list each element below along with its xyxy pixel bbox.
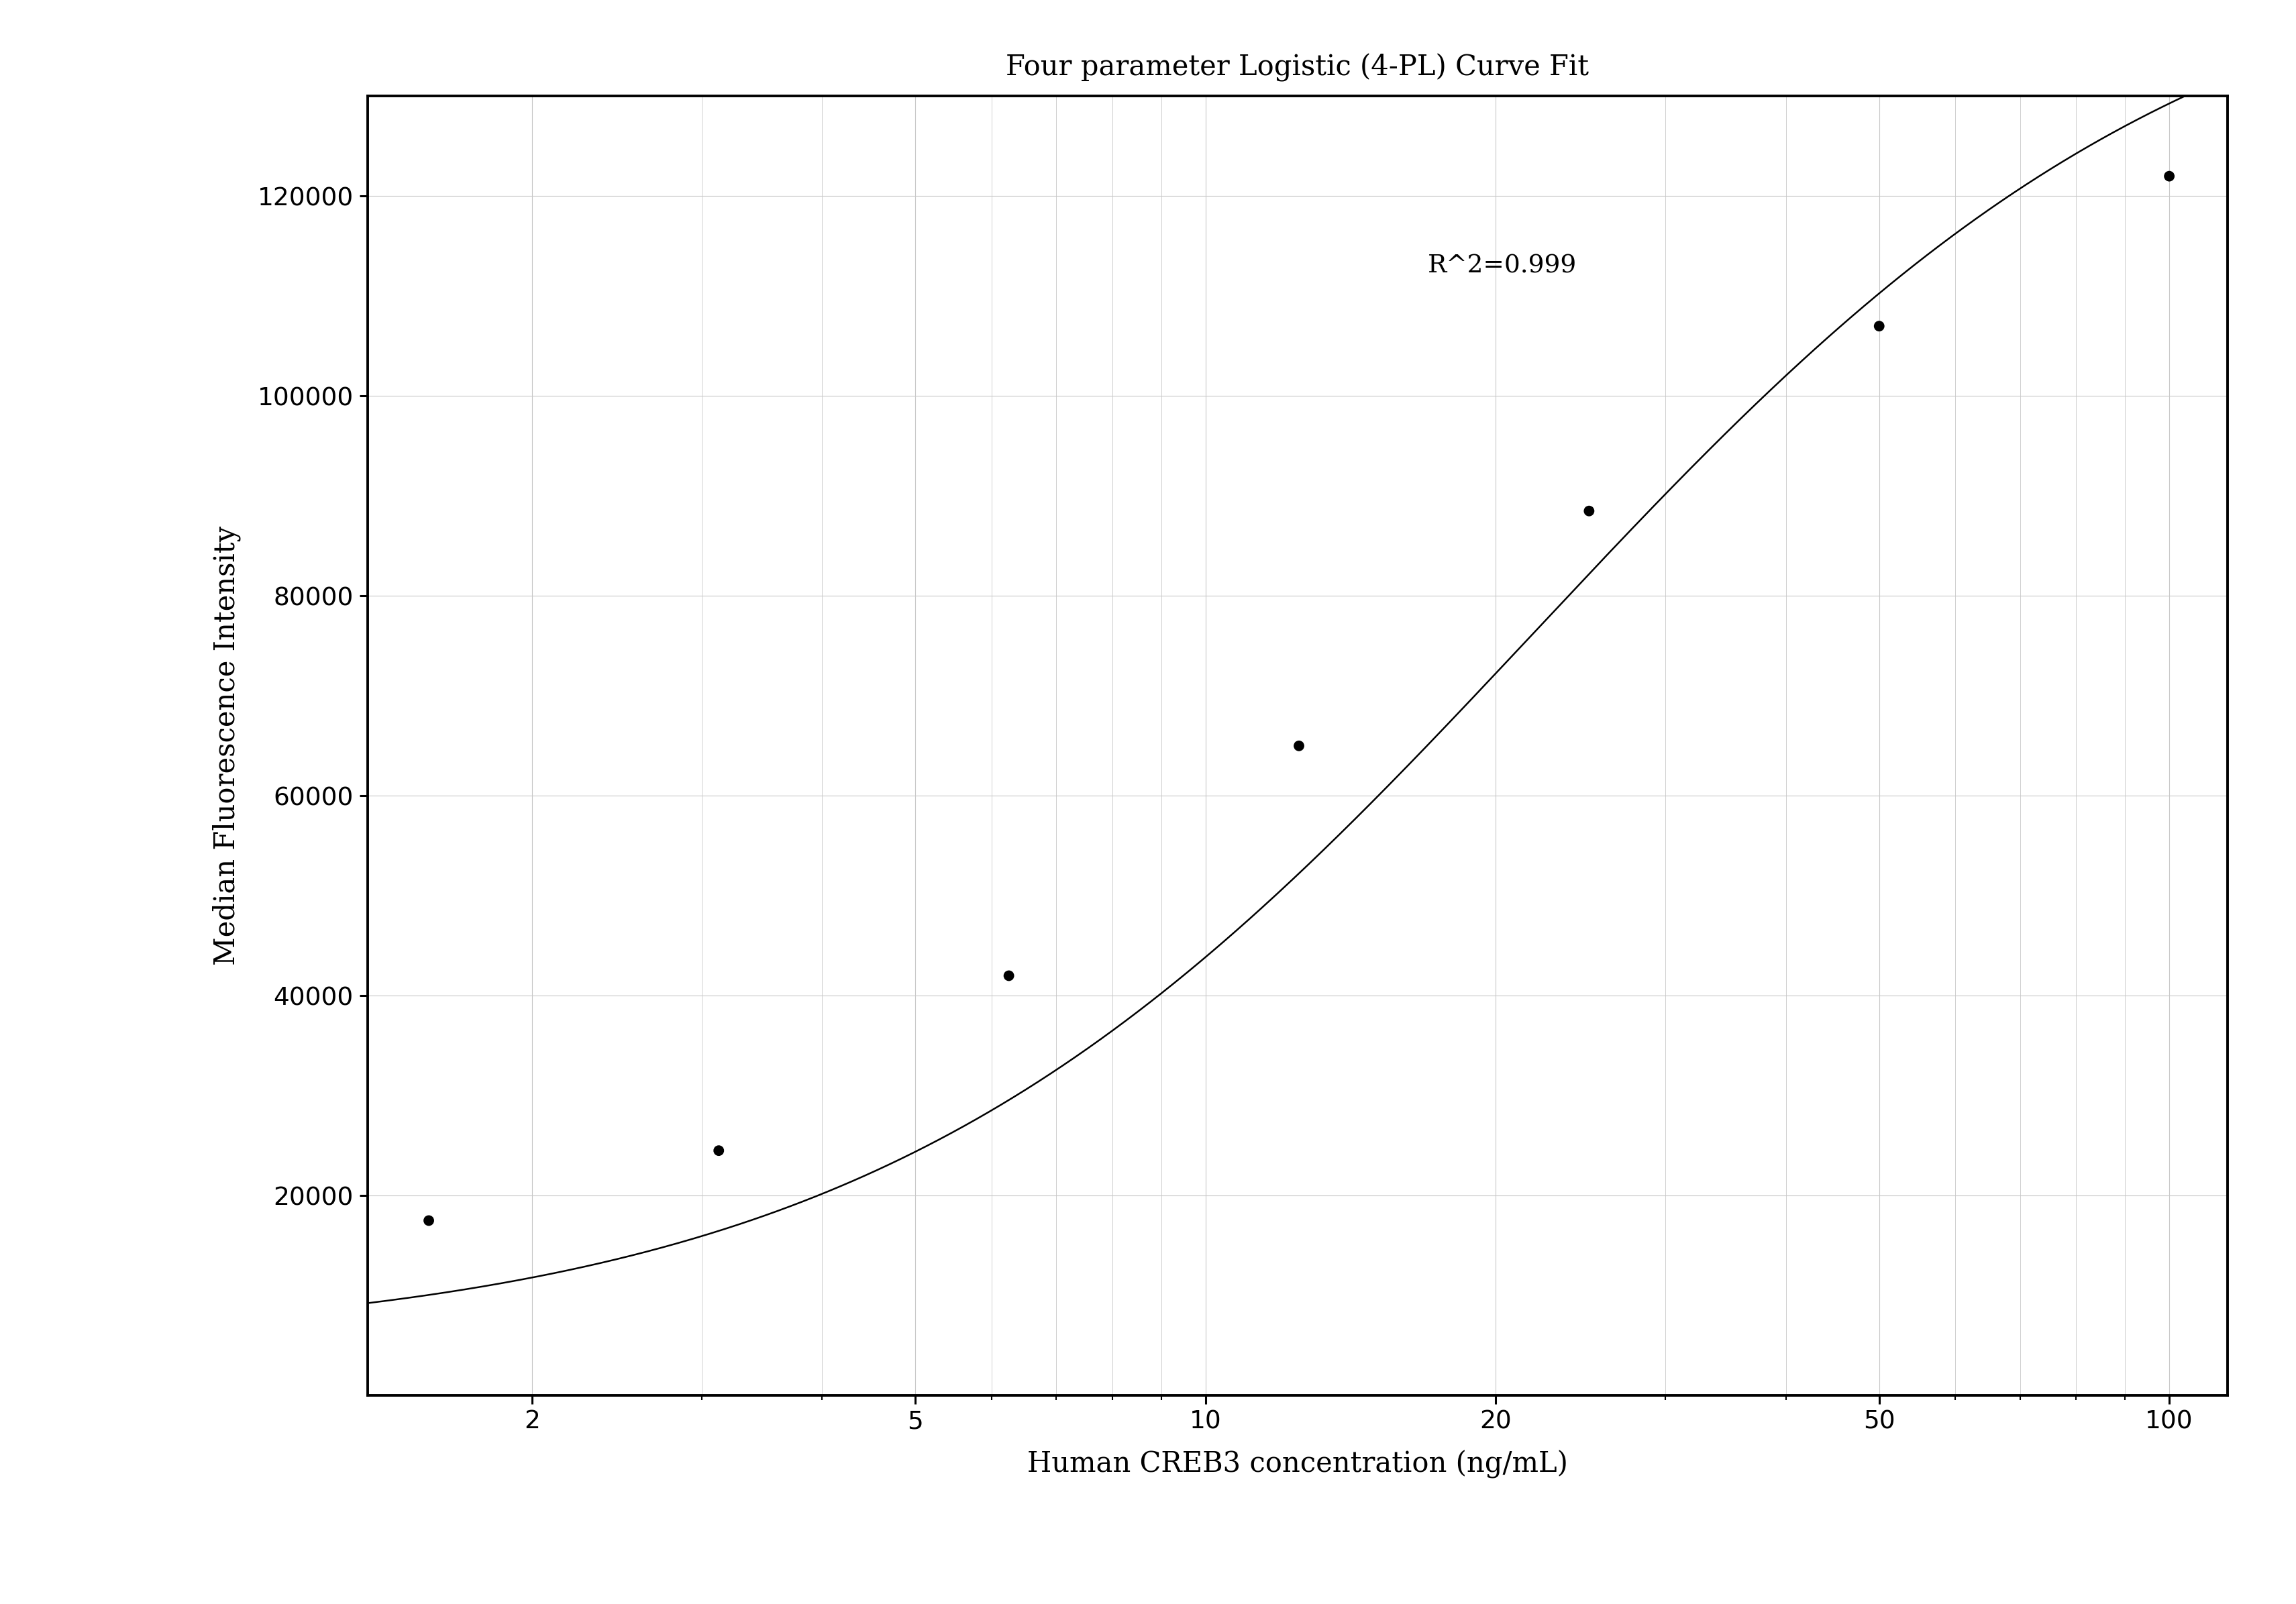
Text: R^2=0.999: R^2=0.999 [1428,253,1577,277]
Y-axis label: Median Fluorescence Intensity: Median Fluorescence Intensity [211,526,241,966]
Point [700,1137,737,1163]
Point [1860,313,1896,338]
Point [1570,499,1607,525]
Point [1281,733,1318,759]
Point [990,962,1026,988]
Point [411,1208,448,1233]
Title: Four parameter Logistic (4-PL) Curve Fit: Four parameter Logistic (4-PL) Curve Fit [1006,55,1589,82]
X-axis label: Human CREB3 concentration (ng/mL): Human CREB3 concentration (ng/mL) [1026,1450,1568,1479]
Point [2151,164,2188,189]
